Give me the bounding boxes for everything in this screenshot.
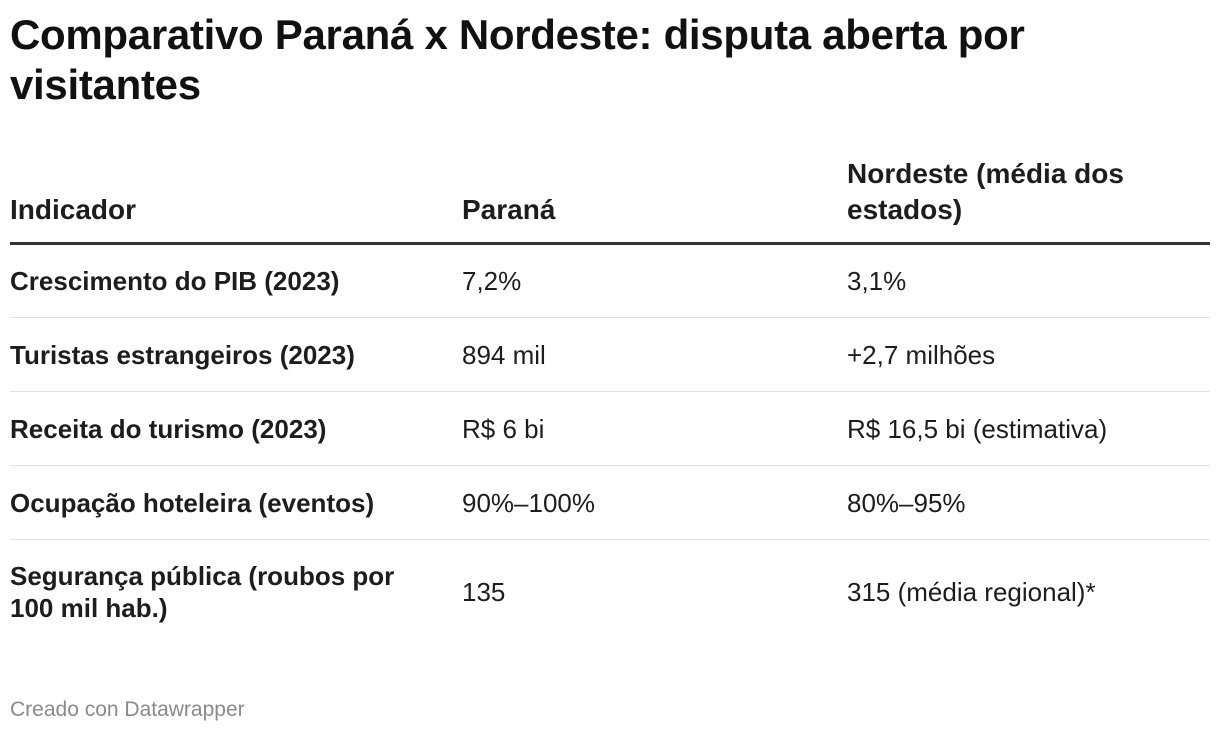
row-label: Receita do turismo (2023) — [10, 391, 462, 466]
column-header-indicador: Indicador — [10, 156, 462, 245]
cell-nordeste: 3,1% — [847, 243, 1210, 318]
row-label: Ocupação hoteleira (eventos) — [10, 465, 462, 540]
cell-nordeste: 80%–95% — [847, 465, 1210, 540]
cell-parana: 135 — [462, 576, 506, 607]
table-header-row: Indicador Paraná Nordeste (média dos est… — [10, 156, 1210, 245]
cell-parana: 894 mil — [462, 317, 847, 392]
chart-title: Comparativo Paraná x Nordeste: disputa a… — [10, 11, 1025, 108]
table-row: Crescimento do PIB (2023) 7,2% 3,1% — [10, 243, 1210, 318]
cell-parana: 7,2% — [462, 243, 847, 318]
footer-credit: Creado con Datawrapper — [10, 698, 245, 721]
cell-nordeste: R$ 16,5 bi (estimativa) — [847, 391, 1210, 466]
cell-nordeste: +2,7 milhões — [847, 317, 1210, 392]
table-row: Receita do turismo (2023) R$ 6 bi R$ 16,… — [10, 391, 1210, 466]
row-label: Turistas estrangeiros (2023) — [10, 317, 462, 392]
cell-parana: R$ 6 bi — [462, 391, 847, 466]
data-table: Indicador Paraná Nordeste (média dos est… — [10, 156, 1210, 644]
row-label: Crescimento do PIB (2023) — [10, 243, 462, 318]
table-row: Segurança pública (roubos por 100 mil ha… — [10, 540, 1210, 644]
table-row: Turistas estrangeiros (2023) 894 mil +2,… — [10, 317, 1210, 392]
cell-nordeste: 315 (média regional)* — [847, 576, 1096, 607]
table-row: Ocupação hoteleira (eventos) 90%–100% 80… — [10, 465, 1210, 540]
cell-parana: 90%–100% — [462, 465, 847, 540]
column-header-parana: Paraná — [462, 156, 847, 245]
row-label: Segurança pública (roubos por 100 mil ha… — [10, 560, 395, 623]
column-header-nordeste: Nordeste (média dos estados) — [847, 156, 1210, 245]
chart-container: Comparativo Paraná x Nordeste: disputa a… — [10, 10, 1210, 110]
